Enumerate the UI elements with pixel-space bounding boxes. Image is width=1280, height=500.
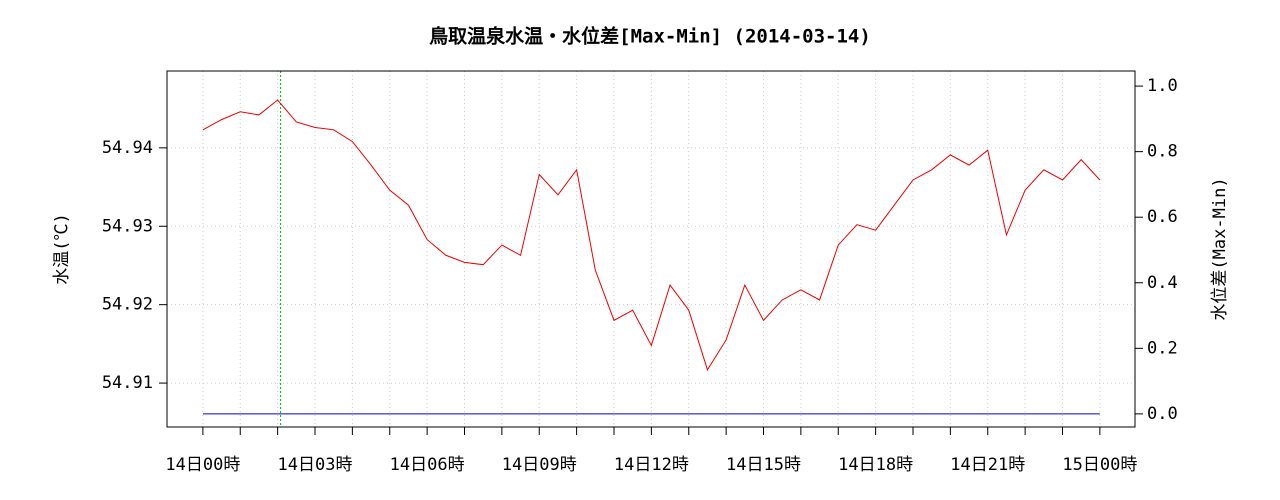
plot-frame	[166, 70, 1136, 428]
y-axis-label: 水温(℃)	[52, 213, 72, 284]
x-tick-label: 14日06時	[390, 455, 465, 475]
x-tick-label: 14日09時	[502, 455, 577, 475]
x-tick-label: 14日21時	[950, 455, 1025, 475]
x-tick-label: 15日00時	[1062, 455, 1137, 475]
y2-tick-label: 0.8	[1147, 142, 1178, 162]
y-tick-label: 54.93	[102, 216, 153, 236]
x-tick-label: 14日18時	[838, 455, 913, 475]
y-tick-label: 54.91	[102, 373, 153, 393]
chart-title: 鳥取温泉水温・水位差[Max-Min] (2014-03-14)	[429, 25, 871, 48]
y2-tick-label: 0.4	[1147, 273, 1178, 293]
y2-axis-label: 水位差(Max-Min)	[1210, 177, 1230, 320]
y2-tick-label: 0.6	[1147, 207, 1178, 227]
y2-tick-label: 0.2	[1147, 338, 1178, 358]
y2-tick-label: 1.0	[1147, 76, 1178, 96]
y-tick-label: 54.92	[102, 295, 153, 315]
x-tick-label: 14日12時	[614, 455, 689, 475]
y2-tick-label: 0.0	[1147, 404, 1178, 424]
x-tick-label: 14日00時	[165, 455, 240, 475]
x-tick-label: 14日15時	[726, 455, 801, 475]
y-tick-label: 54.94	[102, 138, 153, 158]
series-line	[202, 99, 1101, 371]
x-tick-label: 14日03時	[278, 455, 353, 475]
